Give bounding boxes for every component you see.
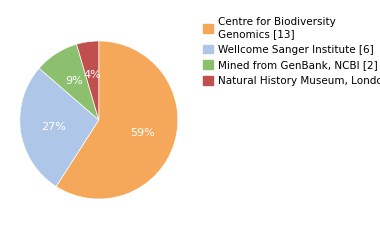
Text: 59%: 59%: [130, 128, 155, 138]
Text: 4%: 4%: [83, 70, 101, 80]
Wedge shape: [39, 44, 99, 120]
Legend: Centre for Biodiversity
Genomics [13], Wellcome Sanger Institute [6], Mined from: Centre for Biodiversity Genomics [13], W…: [203, 17, 380, 86]
Text: 9%: 9%: [65, 76, 83, 86]
Wedge shape: [56, 41, 178, 199]
Wedge shape: [20, 68, 99, 186]
Wedge shape: [76, 41, 99, 120]
Text: 27%: 27%: [41, 121, 66, 132]
